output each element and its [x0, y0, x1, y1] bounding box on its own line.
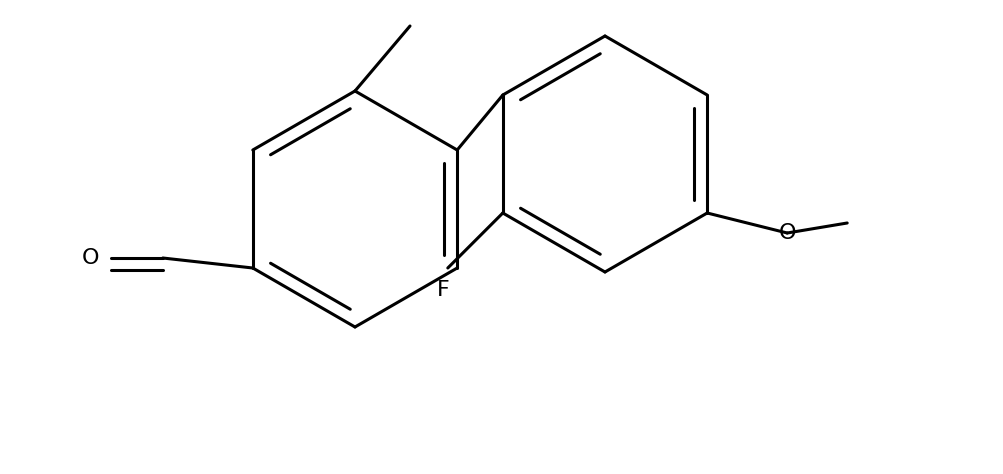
Text: F: F [436, 280, 448, 300]
Text: O: O [81, 248, 98, 268]
Text: O: O [777, 223, 795, 243]
